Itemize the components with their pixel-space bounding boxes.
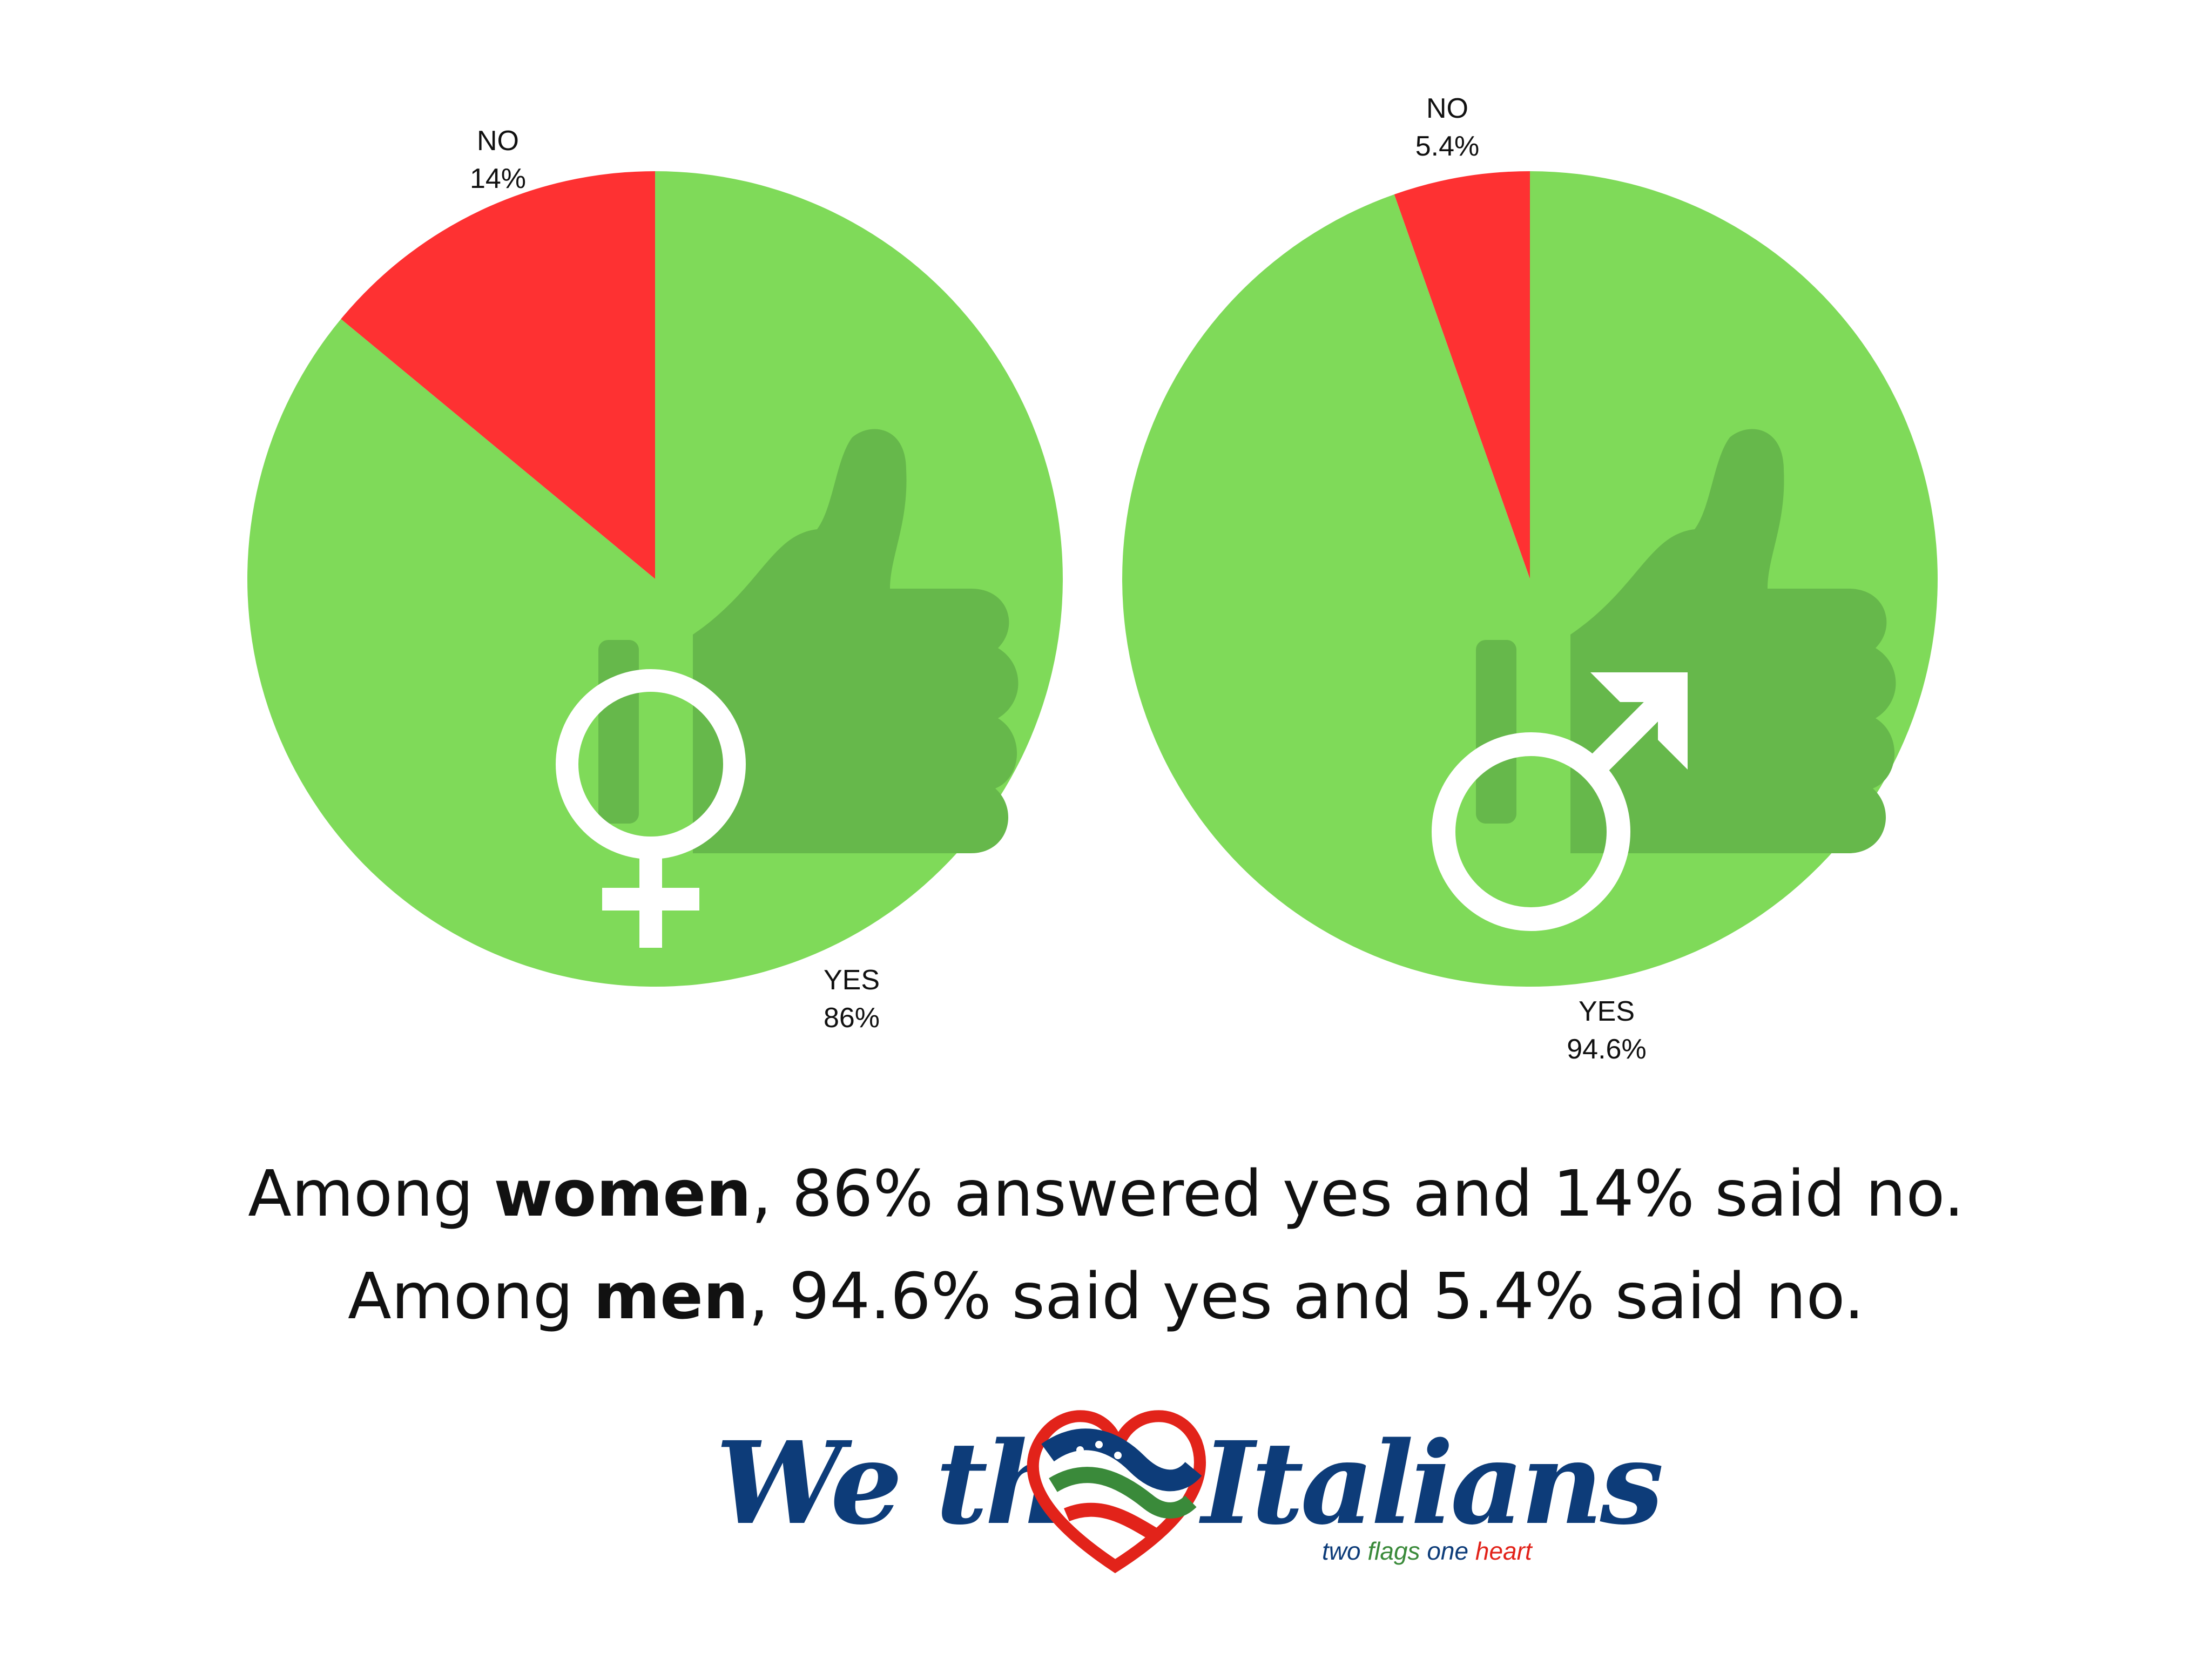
pie-slice-yes [1122, 171, 1938, 987]
slice-label-no-value: 14% [470, 163, 526, 194]
caption-text: Among [248, 1156, 494, 1231]
logo-word-italians: Italians [1199, 1417, 1662, 1550]
we-the-italians-logo: We the Italians two flags one heart [716, 1410, 1665, 1574]
pie-slice-no [1394, 171, 1530, 579]
slice-label-no-title: NO [1426, 93, 1468, 124]
slice-label-no-value: 5.4% [1415, 131, 1480, 162]
caption-text: , 86% answered yes and 14% said no. [751, 1156, 1964, 1231]
thumb-cuff [1476, 640, 1516, 824]
pie-slices [1122, 171, 1938, 987]
pie-slice-no [341, 171, 655, 579]
tagline-flags: flags [1367, 1537, 1427, 1565]
heart-flag-icon [1027, 1410, 1206, 1574]
tagline-two: two [1322, 1537, 1367, 1565]
slice-label-no-title: NO [477, 125, 519, 157]
pie-chart-men: NO 5.4% YES 94.6% [1122, 93, 1938, 1065]
caption-men: Among men, 94.6% said yes and 5.4% said … [0, 1258, 2212, 1335]
slice-label-yes-title: YES [824, 965, 880, 996]
caption-text: , 94.6% said yes and 5.4% said no. [748, 1259, 1865, 1333]
tagline-one: one [1427, 1537, 1475, 1565]
caption-emphasis: women [494, 1156, 752, 1231]
slice-label-yes-value: 94.6% [1567, 1034, 1646, 1065]
female-symbol-icon [556, 669, 746, 948]
caption-emphasis: men [594, 1259, 749, 1333]
thumbs-up-icon [1476, 429, 1896, 853]
pie-chart-women: NO 14% YES 86% [247, 125, 1063, 1034]
caption-women: Among women, 86% answered yes and 14% sa… [0, 1156, 2212, 1232]
thumb-hand [693, 429, 1019, 853]
logo-tagline: two flags one heart [1322, 1537, 1533, 1565]
tagline-heart: heart [1475, 1537, 1533, 1565]
male-symbol-icon [1432, 672, 1688, 931]
thumb-hand [1570, 429, 1896, 853]
caption-text: Among [347, 1259, 594, 1333]
thumb-cuff [598, 640, 639, 824]
slice-label-yes-value: 86% [824, 1002, 880, 1034]
slice-label-yes-title: YES [1579, 996, 1635, 1027]
